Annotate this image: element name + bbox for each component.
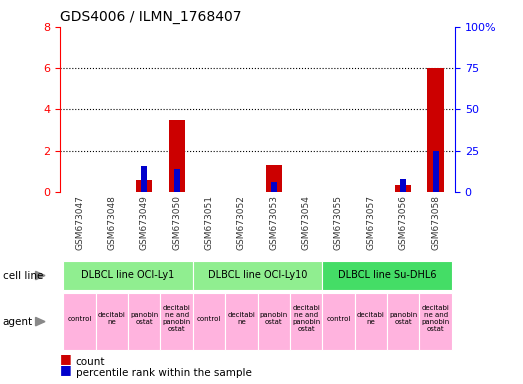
Text: ■: ■ — [60, 363, 72, 376]
Text: GSM673049: GSM673049 — [140, 195, 149, 250]
Text: DLBCL line OCI-Ly1: DLBCL line OCI-Ly1 — [82, 270, 175, 280]
Text: decitabi
ne: decitabi ne — [98, 312, 126, 325]
Text: GSM673047: GSM673047 — [75, 195, 84, 250]
Text: decitabi
ne and
panobin
ostat: decitabi ne and panobin ostat — [422, 305, 450, 332]
Text: GSM673055: GSM673055 — [334, 195, 343, 250]
Bar — [161, 293, 193, 350]
Text: control: control — [197, 316, 221, 322]
Bar — [225, 293, 258, 350]
Text: panobin
ostat: panobin ostat — [389, 312, 417, 325]
Text: control: control — [326, 316, 351, 322]
Bar — [290, 293, 322, 350]
Text: agent: agent — [3, 316, 33, 327]
Bar — [400, 179, 406, 192]
Text: ■: ■ — [60, 352, 72, 365]
Text: GSM673052: GSM673052 — [237, 195, 246, 250]
Bar — [266, 165, 282, 192]
Text: decitabi
ne and
panobin
ostat: decitabi ne and panobin ostat — [163, 305, 191, 332]
Bar — [141, 166, 147, 192]
Text: GSM673053: GSM673053 — [269, 195, 278, 250]
Text: DLBCL line OCI-Ly10: DLBCL line OCI-Ly10 — [208, 270, 308, 280]
Text: percentile rank within the sample: percentile rank within the sample — [76, 368, 252, 378]
Text: DLBCL line Su-DHL6: DLBCL line Su-DHL6 — [338, 270, 436, 280]
Bar — [387, 293, 419, 350]
Text: GSM673054: GSM673054 — [302, 195, 311, 250]
Bar — [96, 293, 128, 350]
Text: cell line: cell line — [3, 270, 43, 281]
Text: decitabi
ne: decitabi ne — [228, 312, 255, 325]
Text: GSM673048: GSM673048 — [107, 195, 117, 250]
Bar — [193, 261, 322, 290]
Bar — [271, 182, 277, 192]
Bar — [322, 293, 355, 350]
Bar — [257, 293, 290, 350]
Text: decitabi
ne and
panobin
ostat: decitabi ne and panobin ostat — [292, 305, 320, 332]
Text: control: control — [67, 316, 92, 322]
Text: decitabi
ne: decitabi ne — [357, 312, 385, 325]
Text: GSM673058: GSM673058 — [431, 195, 440, 250]
Bar — [193, 293, 225, 350]
Bar — [136, 180, 152, 192]
Bar — [63, 261, 193, 290]
Text: GSM673050: GSM673050 — [172, 195, 181, 250]
Bar — [174, 169, 179, 192]
Bar — [355, 293, 387, 350]
Bar — [322, 261, 452, 290]
Bar — [168, 120, 185, 192]
Text: GDS4006 / ILMN_1768407: GDS4006 / ILMN_1768407 — [60, 10, 242, 25]
Bar — [433, 151, 438, 192]
Text: GSM673057: GSM673057 — [366, 195, 376, 250]
Bar — [427, 68, 444, 192]
Text: panobin
ostat: panobin ostat — [130, 312, 158, 325]
Text: GSM673056: GSM673056 — [399, 195, 408, 250]
Bar — [395, 185, 411, 192]
Bar — [419, 293, 452, 350]
Text: GSM673051: GSM673051 — [204, 195, 213, 250]
Bar — [63, 293, 96, 350]
Bar — [128, 293, 161, 350]
Text: count: count — [76, 357, 105, 367]
Text: panobin
ostat: panobin ostat — [259, 312, 288, 325]
